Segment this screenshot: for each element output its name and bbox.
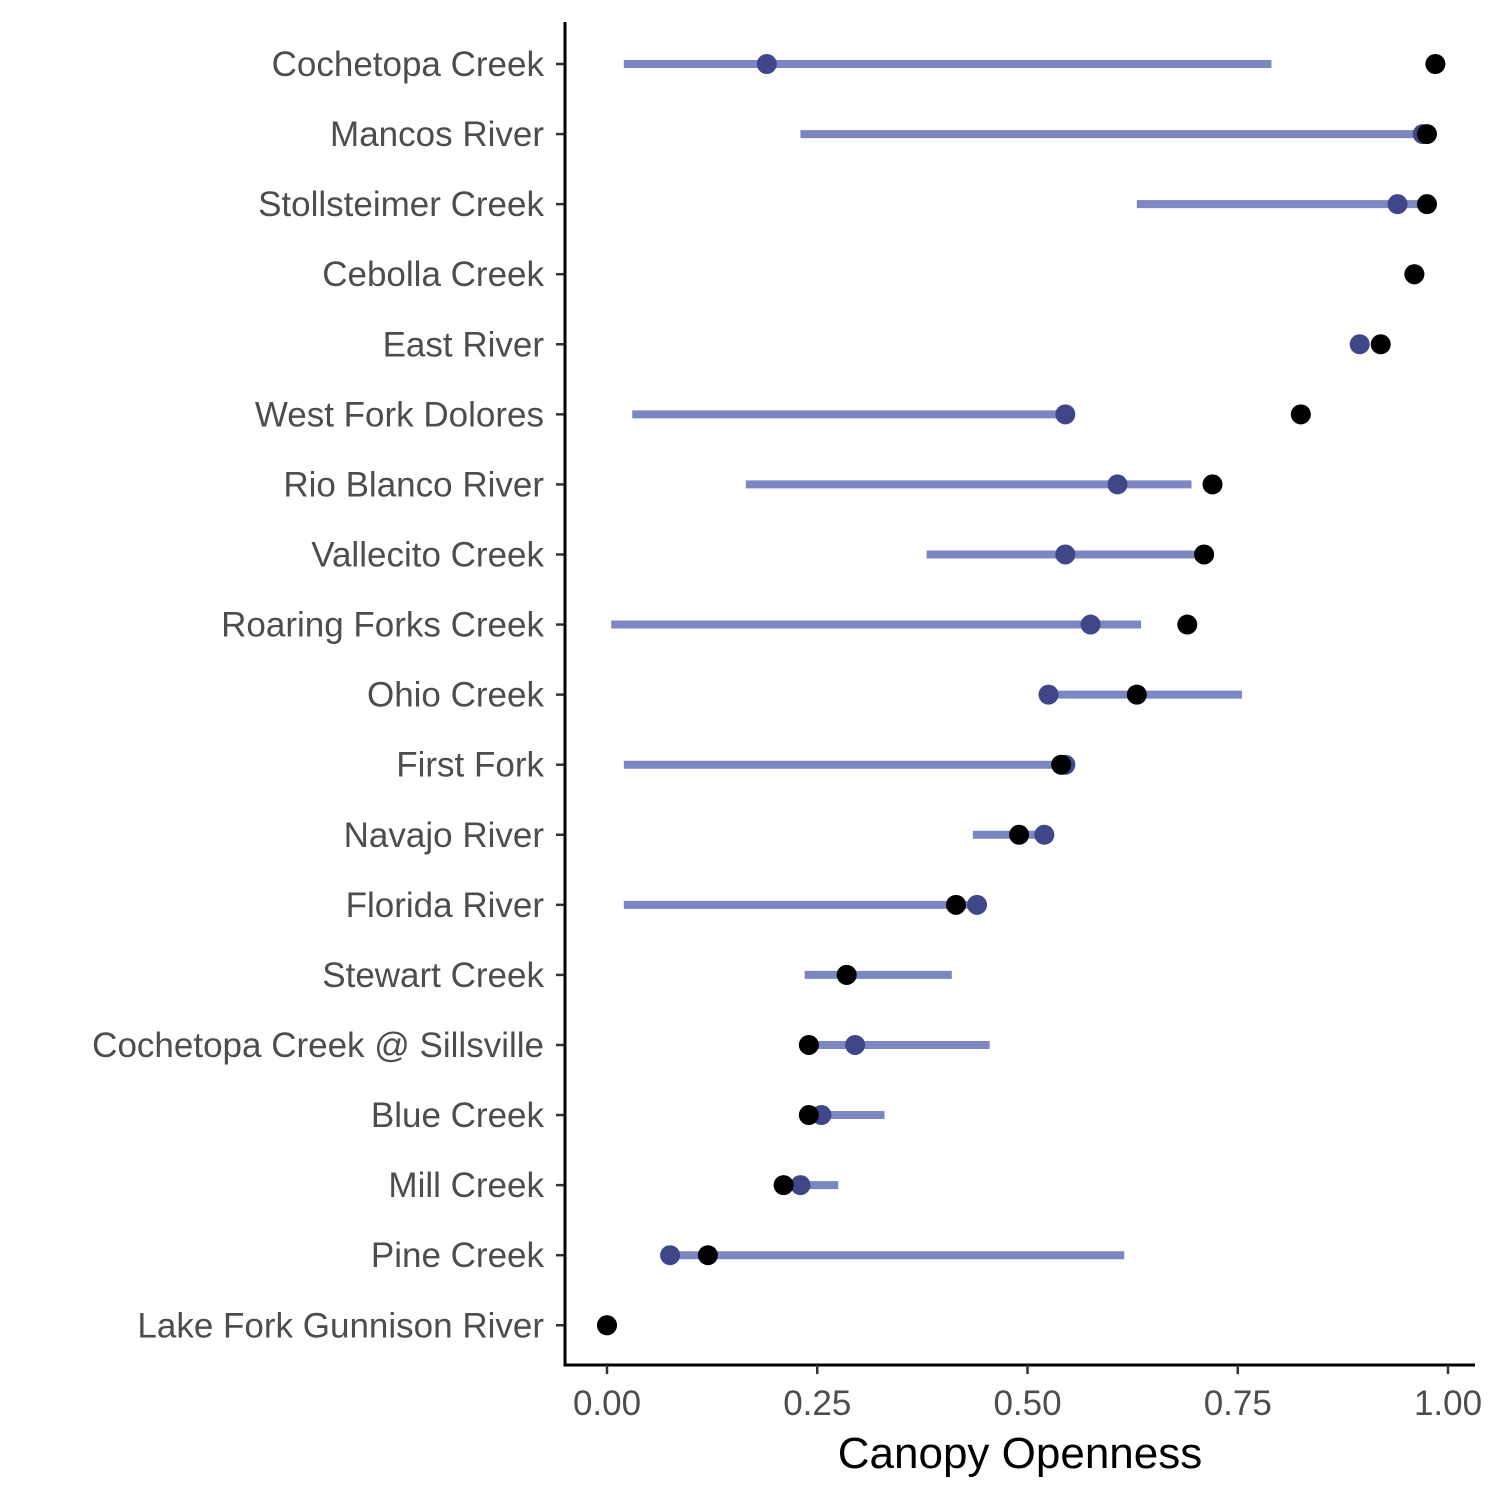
- observed-point: [1126, 684, 1147, 705]
- x-tick-label: 0.50: [993, 1384, 1061, 1423]
- observed-point: [697, 1245, 718, 1266]
- y-tick-label: Stollsteimer Creek: [258, 185, 544, 224]
- y-tick-label: Roaring Forks Creek: [221, 606, 544, 645]
- observed-point: [1370, 334, 1391, 355]
- y-tick-label: West Fork Dolores: [255, 395, 544, 434]
- y-tick-label: Florida River: [346, 886, 545, 925]
- mean-point: [790, 1175, 811, 1196]
- mean-point: [967, 894, 988, 915]
- observed-point: [1425, 54, 1446, 74]
- mean-point: [845, 1034, 866, 1055]
- mean-point: [1107, 474, 1128, 495]
- mean-point: [1055, 404, 1076, 425]
- observed-point: [1416, 124, 1437, 145]
- x-tick-label: 0.75: [1204, 1384, 1272, 1423]
- y-tick-label: Vallecito Creek: [311, 535, 544, 574]
- mean-point: [1055, 544, 1076, 565]
- observed-point: [1202, 474, 1223, 495]
- y-tick-label: Cebolla Creek: [322, 255, 544, 294]
- y-tick-label: Lake Fork Gunnison River: [137, 1306, 544, 1345]
- observed-point: [1009, 824, 1030, 845]
- mean-point: [660, 1245, 681, 1266]
- y-tick-label: Cochetopa Creek: [272, 45, 545, 84]
- y-tick-label: Blue Creek: [371, 1096, 545, 1135]
- y-tick-label: Pine Creek: [371, 1236, 545, 1275]
- observed-point: [798, 1105, 819, 1126]
- y-tick-label: Navajo River: [344, 816, 545, 855]
- x-tick-labels: 0.00 0.25 0.50 0.75 1.00: [573, 1384, 1482, 1423]
- y-tick-label: East River: [383, 325, 545, 364]
- observed-point: [597, 1315, 617, 1336]
- y-tick-label: Cochetopa Creek @ Sillsville: [92, 1026, 544, 1065]
- observed-point: [773, 1175, 794, 1196]
- observed-point: [1051, 754, 1072, 775]
- observed-point: [836, 964, 857, 985]
- x-axis-title: Canopy Openness: [838, 1429, 1202, 1478]
- x-tick-label: 0.00: [573, 1384, 641, 1423]
- mean-point: [1034, 824, 1055, 845]
- range-bars: [607, 60, 1427, 1330]
- observed-point: [1177, 614, 1198, 635]
- observed-point: [1194, 544, 1215, 565]
- y-tick-label: Stewart Creek: [322, 956, 544, 995]
- y-tick-label: Ohio Creek: [367, 676, 545, 715]
- mean-point: [1080, 614, 1101, 635]
- y-tick-label: Mill Creek: [388, 1166, 544, 1205]
- observed-point: [1404, 264, 1425, 285]
- y-tick-label: Rio Blanco River: [283, 465, 544, 504]
- observed-point: [798, 1034, 819, 1055]
- observed-point: [946, 894, 967, 915]
- x-tick-label: 1.00: [1414, 1384, 1482, 1423]
- x-tick-label: 0.25: [783, 1384, 851, 1423]
- observed-point: [1416, 194, 1437, 215]
- mean-point: [756, 54, 777, 74]
- mean-point: [1349, 334, 1370, 355]
- observed-points: [597, 54, 1446, 1336]
- y-tick-label: First Fork: [396, 746, 544, 785]
- axes: [556, 22, 1475, 1374]
- mean-point: [1387, 194, 1408, 215]
- y-tick-labels: Cochetopa Creek Mancos River Stollsteimer …: [92, 45, 544, 1345]
- y-tick-label: Mancos River: [330, 115, 544, 154]
- observed-point: [1290, 404, 1311, 425]
- mean-points: [597, 54, 1433, 1336]
- mean-point: [1038, 684, 1059, 705]
